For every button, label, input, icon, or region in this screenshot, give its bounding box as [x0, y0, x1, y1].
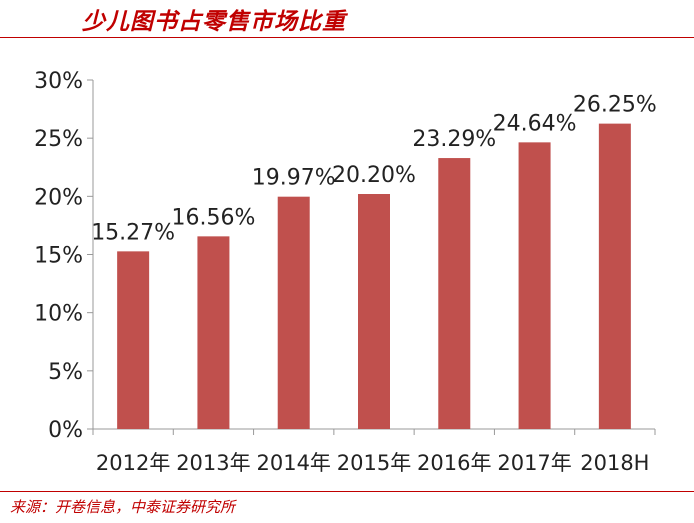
bar-chart: 0% 5% 10% 15% 20% 25% 30% 2012年 2013年 2014年 2015年…	[34, 69, 657, 475]
bar-value-label: 20.20%	[332, 163, 416, 188]
x-tick-label: 2012年	[96, 451, 170, 475]
y-tick-label: 0%	[48, 418, 83, 443]
bar-value-label: 16.56%	[171, 205, 255, 230]
data-labels: 15.27%16.56% 19.97%20.20% 23.29%24.64%26.2…	[91, 93, 657, 246]
bar-value-label: 19.97%	[252, 166, 336, 191]
bar-value-label: 26.25%	[573, 93, 657, 118]
y-tick-label: 20%	[34, 185, 83, 210]
y-tick-label: 30%	[34, 69, 83, 94]
chart-title: 少儿图书占零售市场比重	[82, 9, 346, 35]
bar	[197, 236, 230, 429]
bar	[117, 251, 150, 429]
y-tick-label: 10%	[34, 302, 83, 327]
x-tick-label: 2015年	[337, 451, 411, 475]
y-tick-label: 5%	[48, 360, 83, 385]
bar-value-label: 15.27%	[91, 220, 175, 245]
bar-value-label: 24.64%	[493, 111, 577, 136]
bar	[277, 196, 310, 429]
source-divider	[0, 491, 694, 492]
x-tick-label: 2013年	[176, 451, 250, 475]
bar	[518, 142, 551, 429]
source-note: 来源：开卷信息，中泰证券研究所	[10, 498, 236, 516]
y-axis: 0% 5% 10% 15% 20% 25% 30%	[34, 69, 94, 443]
x-tick-label: 2017年	[497, 451, 571, 475]
bar-value-label: 23.29%	[412, 127, 496, 152]
x-tick-label: 2018H	[580, 451, 649, 475]
bar	[358, 194, 390, 429]
bar	[598, 123, 631, 429]
x-tick-label: 2014年	[256, 451, 330, 475]
y-tick-label: 15%	[34, 244, 83, 269]
bars	[117, 123, 631, 429]
title-divider	[0, 37, 694, 38]
x-axis: 2012年 2013年 2014年 2015年 2016年 2017年 2018H	[92, 428, 656, 475]
bar	[438, 158, 471, 429]
x-tick-label: 2016年	[417, 451, 491, 475]
y-tick-label: 25%	[34, 127, 83, 152]
